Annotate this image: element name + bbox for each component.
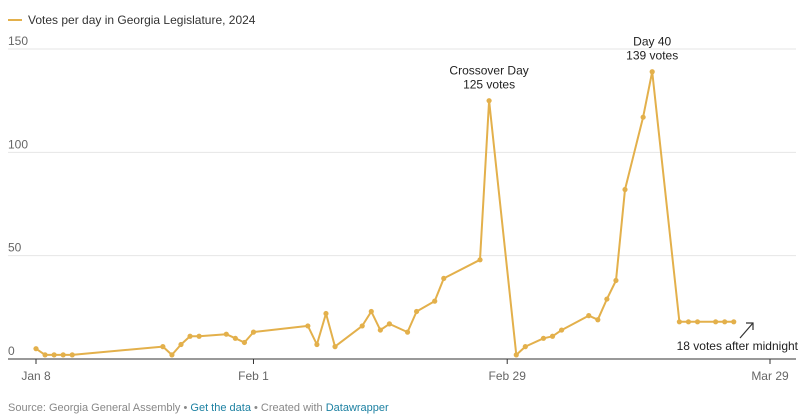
chart-legend: Votes per day in Georgia Legislature, 20… (8, 13, 255, 27)
data-point-11 (232, 335, 238, 341)
line-chart: 0 50 100 150 Jan 8 Feb 1 Feb 29 Mar 29 Crossove… (8, 34, 799, 383)
data-point-16 (323, 310, 329, 317)
data-point-1 (42, 352, 48, 358)
data-point-17 (332, 344, 338, 350)
data-point-35 (604, 296, 610, 302)
data-point-31 (549, 333, 556, 339)
data-point-12 (241, 339, 248, 346)
chart-footer: Source: Georgia General Assembly • Get t… (8, 402, 389, 414)
data-point-0 (33, 346, 39, 352)
footer-created: • Created with (250, 402, 326, 414)
data-point-34 (595, 317, 601, 323)
data-point-37 (622, 186, 628, 193)
data-point-5 (160, 344, 166, 350)
data-point-41 (685, 319, 692, 325)
datawrapper-link[interactable]: Datawrapper (325, 402, 389, 414)
x-tick-label-3: Mar 29 (751, 369, 789, 383)
legend-swatch (8, 19, 22, 21)
footer-source: Source: Georgia General Assembly • (8, 402, 191, 414)
data-point-9 (196, 333, 202, 339)
data-point-40 (676, 319, 682, 325)
data-point-30 (540, 335, 547, 341)
data-point-33 (586, 313, 592, 319)
data-point-43 (713, 319, 719, 325)
data-point-20 (377, 327, 383, 333)
y-tick-label-100: 100 (8, 137, 28, 151)
annotation-0: Crossover Day 125 votes (449, 64, 528, 92)
legend-label: Votes per day in Georgia Legislature, 20… (28, 13, 256, 27)
data-point-18 (359, 323, 365, 329)
data-point-14 (305, 323, 311, 329)
annotation-2: 18 votes after midnight (677, 339, 799, 353)
data-point-25 (441, 275, 447, 281)
data-point-32 (558, 327, 565, 333)
x-tick-label-1: Feb 1 (238, 369, 269, 383)
data-point-38 (640, 114, 646, 120)
data-point-27 (486, 98, 492, 104)
annotation-arrow-head (746, 322, 754, 330)
data-point-24 (432, 298, 438, 304)
series-line (35, 70, 734, 356)
data-point-19 (368, 308, 374, 315)
data-point-26 (477, 257, 483, 263)
data-point-28 (513, 352, 519, 358)
data-point-2 (51, 352, 57, 358)
data-point-6 (169, 352, 175, 358)
data-point-10 (223, 331, 229, 337)
x-tick-label-0: Jan 8 (21, 369, 51, 383)
annotation-1: Day 40 139 votes (626, 35, 678, 63)
data-point-42 (694, 319, 701, 325)
data-point-22 (404, 329, 411, 335)
data-point-4 (69, 352, 75, 358)
data-point-29 (522, 344, 528, 350)
y-tick-label-50: 50 (8, 241, 22, 255)
data-point-15 (314, 341, 320, 348)
data-point-21 (386, 321, 393, 327)
data-point-3 (60, 352, 66, 358)
data-point-36 (613, 277, 619, 284)
data-point-45 (731, 319, 737, 325)
y-tick-label-0: 0 (8, 344, 15, 358)
data-point-23 (413, 308, 420, 315)
data-point-13 (250, 329, 257, 335)
y-tick-label-150: 150 (8, 34, 28, 48)
data-point-7 (178, 341, 184, 348)
data-point-39 (649, 69, 655, 75)
annotation-arrow-shaft (739, 322, 754, 339)
get-data-link[interactable]: Get the data (190, 402, 251, 414)
data-point-44 (722, 319, 728, 325)
data-point-8 (187, 333, 193, 339)
x-tick-label-2: Feb 29 (489, 369, 527, 383)
